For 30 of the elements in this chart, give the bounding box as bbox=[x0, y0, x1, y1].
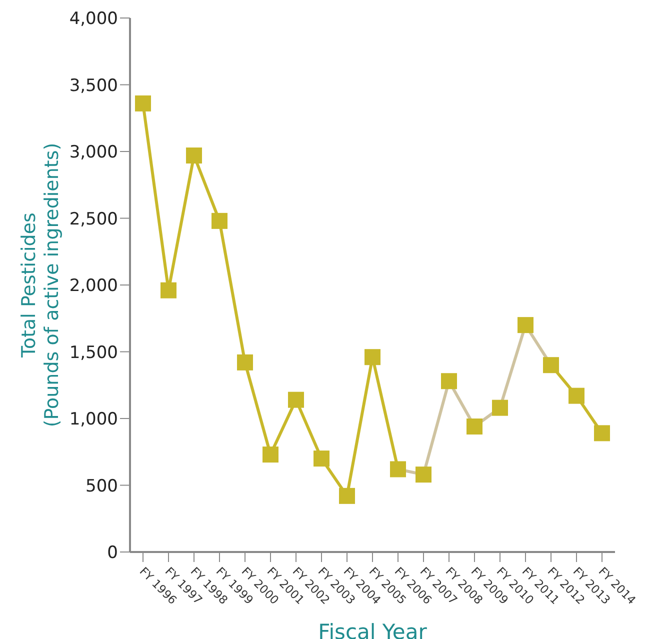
point bbox=[390, 461, 406, 478]
y-tick-label: 0 bbox=[107, 543, 118, 564]
point bbox=[594, 425, 610, 442]
y-tick-label: 4,000 bbox=[69, 9, 118, 30]
point bbox=[543, 357, 559, 374]
point bbox=[364, 349, 380, 366]
point bbox=[262, 446, 278, 463]
point bbox=[212, 212, 228, 229]
point bbox=[568, 388, 584, 404]
y-tick-label: 1,000 bbox=[69, 410, 118, 430]
y-tick-label: 2,000 bbox=[69, 276, 118, 296]
x-axis-title: Fiscal Year bbox=[318, 620, 428, 639]
point bbox=[186, 148, 202, 164]
y-tick-label: 2,500 bbox=[69, 209, 118, 230]
point bbox=[237, 354, 253, 370]
point bbox=[466, 418, 482, 435]
point bbox=[160, 282, 176, 298]
point bbox=[492, 400, 508, 416]
y-axis-title: Total Pesticides (Pounds of active ingredients) bbox=[18, 142, 63, 428]
point bbox=[441, 373, 457, 390]
y-tick-label: 3,000 bbox=[69, 142, 118, 163]
point bbox=[339, 488, 355, 504]
y-tick-label: 3,500 bbox=[69, 76, 118, 96]
point bbox=[314, 450, 330, 467]
y-tick-label: 500 bbox=[86, 476, 118, 496]
point bbox=[518, 317, 534, 334]
point bbox=[135, 95, 151, 112]
point bbox=[288, 392, 304, 408]
point bbox=[416, 466, 432, 483]
y-tick-label: 1,500 bbox=[69, 342, 118, 363]
